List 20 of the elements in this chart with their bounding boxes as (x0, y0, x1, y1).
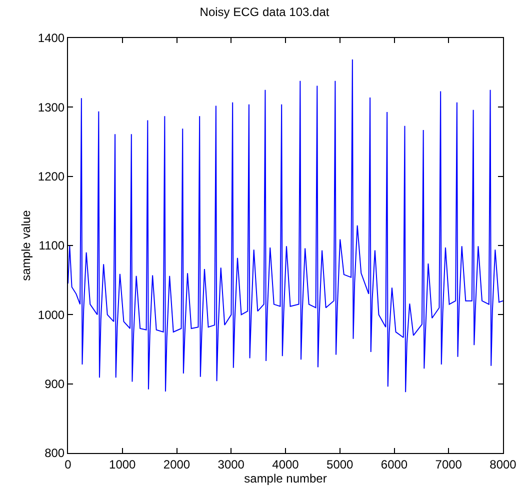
y-axis-title: sample value (19, 210, 34, 281)
y-tick-label: 800 (44, 446, 65, 460)
y-tick-label: 1400 (38, 31, 65, 46)
x-tick-label: 7000 (435, 457, 462, 472)
y-tick-label: 1000 (38, 308, 65, 322)
x-tick-label: 0 (64, 457, 72, 472)
x-tick-label: 2000 (163, 457, 190, 472)
x-tick-label: 8000 (490, 457, 517, 472)
y-tick-label: 1200 (38, 170, 65, 184)
line-series (68, 58, 503, 393)
chart-title: Noisy ECG data 103.dat (200, 4, 330, 19)
x-tick-label: 5000 (326, 457, 354, 472)
y-tick-label: 1100 (38, 238, 65, 253)
x-tick-label: 6000 (380, 457, 408, 472)
x-tick-label: 1000 (109, 457, 136, 472)
x-tick-label: 4000 (272, 457, 300, 472)
x-tick-label: 3000 (218, 457, 245, 472)
y-tick-label: 1300 (38, 100, 65, 114)
y-tick-label: 900 (44, 377, 65, 392)
x-axis-title: sample number (244, 471, 327, 486)
